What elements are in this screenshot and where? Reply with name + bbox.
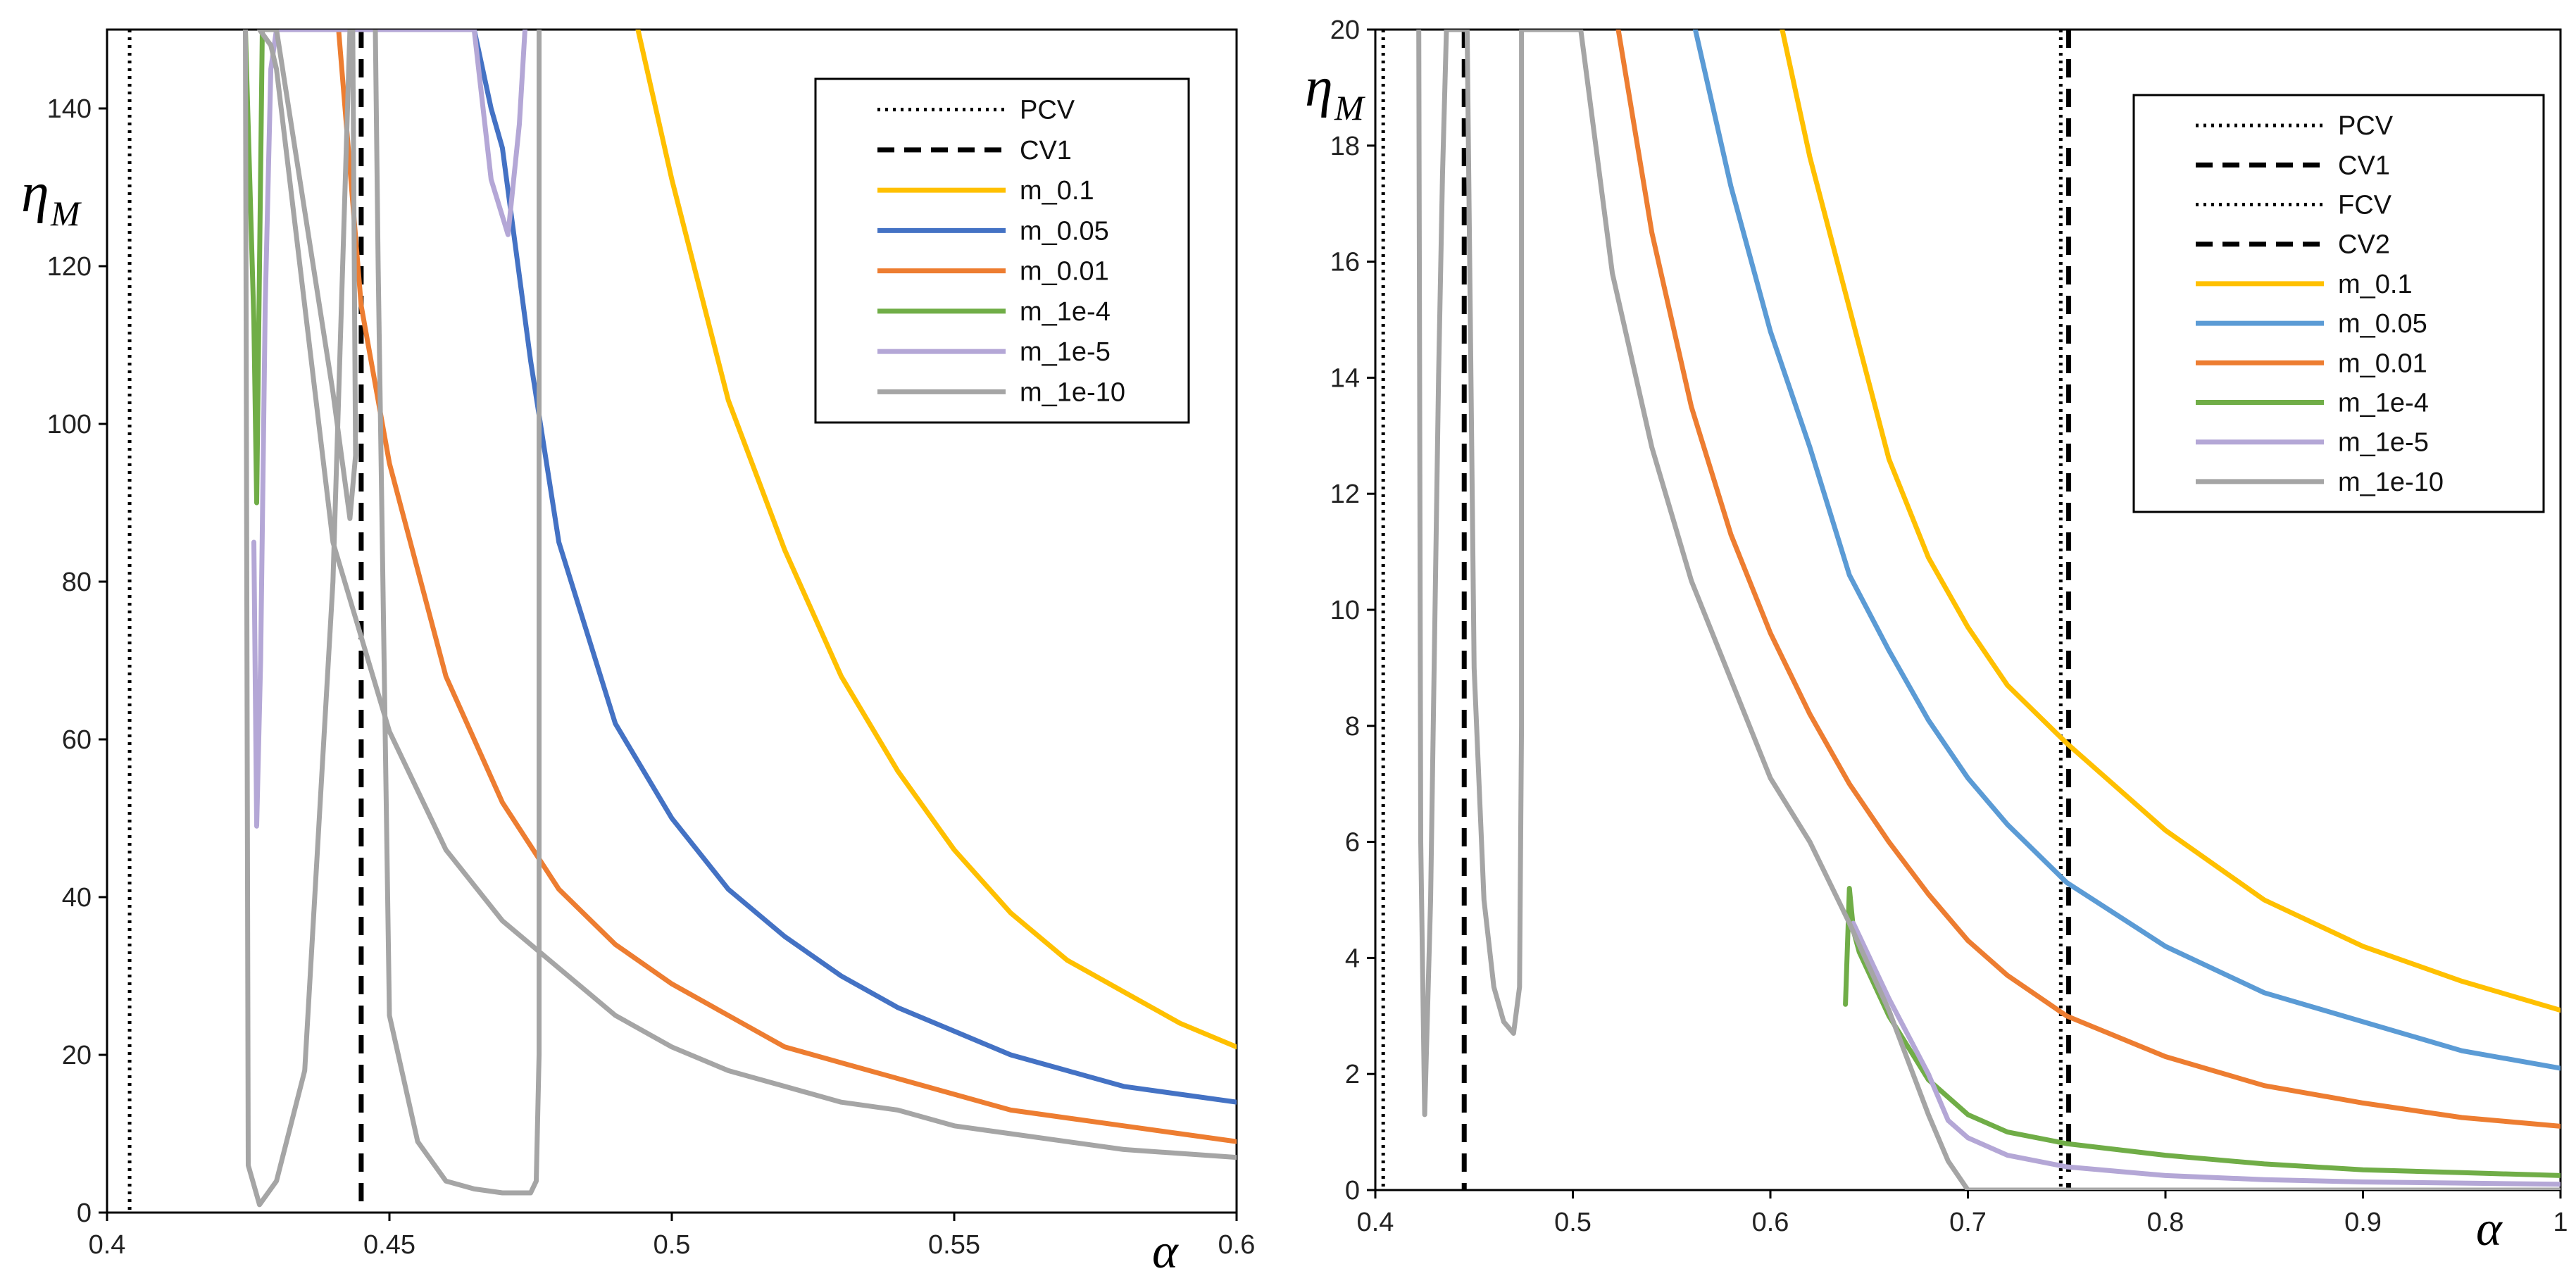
y-tick-label: 14 bbox=[1330, 363, 1360, 393]
y-tick-label: 4 bbox=[1345, 944, 1360, 973]
y-tick-label: 60 bbox=[62, 725, 92, 755]
legend-entry: m_1e-10 bbox=[1020, 377, 1125, 407]
legend-entry: m_1e-5 bbox=[2338, 428, 2429, 458]
y-tick-label: 18 bbox=[1330, 132, 1360, 161]
x-tick-label: 0.4 bbox=[1357, 1208, 1394, 1237]
legend-entry: CV1 bbox=[2338, 151, 2390, 180]
series-m-1e-10 bbox=[1416, 30, 2561, 1190]
series-m-1e-5 bbox=[1851, 920, 2561, 1187]
series-m-0-1 bbox=[635, 30, 1237, 1050]
y-tick-label: 10 bbox=[1330, 596, 1360, 625]
x-tick-label: 0.6 bbox=[1752, 1208, 1789, 1237]
y-tick-label: 80 bbox=[62, 568, 92, 597]
series-m-0-05 bbox=[1692, 30, 2561, 1071]
x-axis-label: α bbox=[1152, 1225, 1179, 1279]
y-tick-label: 0 bbox=[77, 1198, 92, 1228]
legend-entry: m_0.1 bbox=[2338, 270, 2413, 299]
y-axis-label: η bbox=[1305, 56, 1333, 118]
legend-entry: m_0.01 bbox=[2338, 349, 2427, 378]
y-tick-label: 12 bbox=[1330, 480, 1360, 509]
y-tick-label: 16 bbox=[1330, 248, 1360, 277]
legend-entry: FCV bbox=[2338, 191, 2392, 220]
y-tick-label: 8 bbox=[1345, 712, 1360, 741]
plot-area bbox=[127, 30, 1237, 1213]
y-tick-label: 40 bbox=[62, 883, 92, 913]
legend-entry: CV1 bbox=[1020, 136, 1072, 165]
series-m-0-05 bbox=[471, 30, 1237, 1105]
y-tick-label: 100 bbox=[47, 410, 92, 439]
legend: PCV CV1 FCV CV2 m_0.1 m_0.05 m_0.01 m_1e-4 m_1e-… bbox=[2132, 94, 2545, 513]
y-tick-label: 140 bbox=[47, 94, 92, 124]
legend-entry: m_1e-5 bbox=[1020, 337, 1111, 367]
chart-left: 0 20 40 60 80 100 120 140 0.4 0.45 0.5 0.55 0.6 α η M PC… bbox=[21, 28, 1256, 1279]
x-tick-label: 0.45 bbox=[363, 1230, 415, 1260]
series-m-1e-5 bbox=[251, 30, 527, 829]
x-tick-label: 0.7 bbox=[1949, 1208, 1987, 1237]
x-tick-label: 0.9 bbox=[2344, 1208, 2382, 1237]
y-tick-label: 120 bbox=[47, 252, 92, 282]
legend-entry: m_1e-4 bbox=[2338, 389, 2429, 418]
legend-box bbox=[814, 77, 1190, 424]
y-tick-label: 20 bbox=[62, 1041, 92, 1070]
y-axis-label-subscript: M bbox=[50, 194, 82, 233]
series-m-1e-4 bbox=[243, 30, 265, 506]
x-tick-label: 0.5 bbox=[1554, 1208, 1592, 1237]
series-m-0-01 bbox=[1615, 30, 2561, 1129]
legend-entry: m_1e-4 bbox=[1020, 297, 1111, 327]
legend-entry: m_0.01 bbox=[1020, 257, 1109, 287]
series-m-0-1 bbox=[1780, 30, 2561, 1013]
x-tick-label: 0.4 bbox=[89, 1230, 126, 1260]
series-m-1e-4 bbox=[1843, 886, 2561, 1178]
y-tick-label: 20 bbox=[1330, 15, 1360, 45]
series-m-0-01 bbox=[336, 30, 1237, 1144]
legend-entry: CV2 bbox=[2338, 230, 2390, 260]
x-tick-label: 0.5 bbox=[654, 1230, 691, 1260]
plot-area bbox=[1381, 30, 2561, 1190]
legend-entry: PCV bbox=[1020, 96, 1075, 125]
x-axis-label: α bbox=[2476, 1202, 2503, 1256]
chart-right: 0 2 4 6 8 10 12 14 16 18 20 0.4 0.5 0.6 0.7 0.8 0.9 1 α η M P… bbox=[1305, 15, 2568, 1256]
legend-entry: m_0.05 bbox=[1020, 216, 1109, 246]
series-m-1e-10-loop bbox=[373, 30, 542, 1196]
y-axis-label: η bbox=[21, 162, 49, 224]
legend-entry: m_0.05 bbox=[2338, 309, 2427, 339]
x-tick-label: 0.8 bbox=[2147, 1208, 2184, 1237]
y-tick-label: 0 bbox=[1345, 1176, 1360, 1206]
legend-entry: m_1e-10 bbox=[2338, 468, 2444, 497]
y-tick-label: 6 bbox=[1345, 828, 1360, 858]
x-tick-label: 0.55 bbox=[928, 1230, 980, 1260]
y-tick-label: 2 bbox=[1345, 1060, 1360, 1089]
y-axis-label-subscript: M bbox=[1334, 88, 1365, 127]
legend-entry: PCV bbox=[2338, 111, 2394, 141]
legend: PCV CV1 m_0.1 m_0.05 m_0.01 m_1e-4 m_1e-5 m_1e-… bbox=[814, 77, 1190, 424]
series-m-1e-10 bbox=[243, 30, 1237, 1208]
legend-entry: m_0.1 bbox=[1020, 176, 1094, 206]
x-tick-label: 0.6 bbox=[1218, 1230, 1256, 1260]
x-tick-label: 1 bbox=[2553, 1208, 2568, 1237]
